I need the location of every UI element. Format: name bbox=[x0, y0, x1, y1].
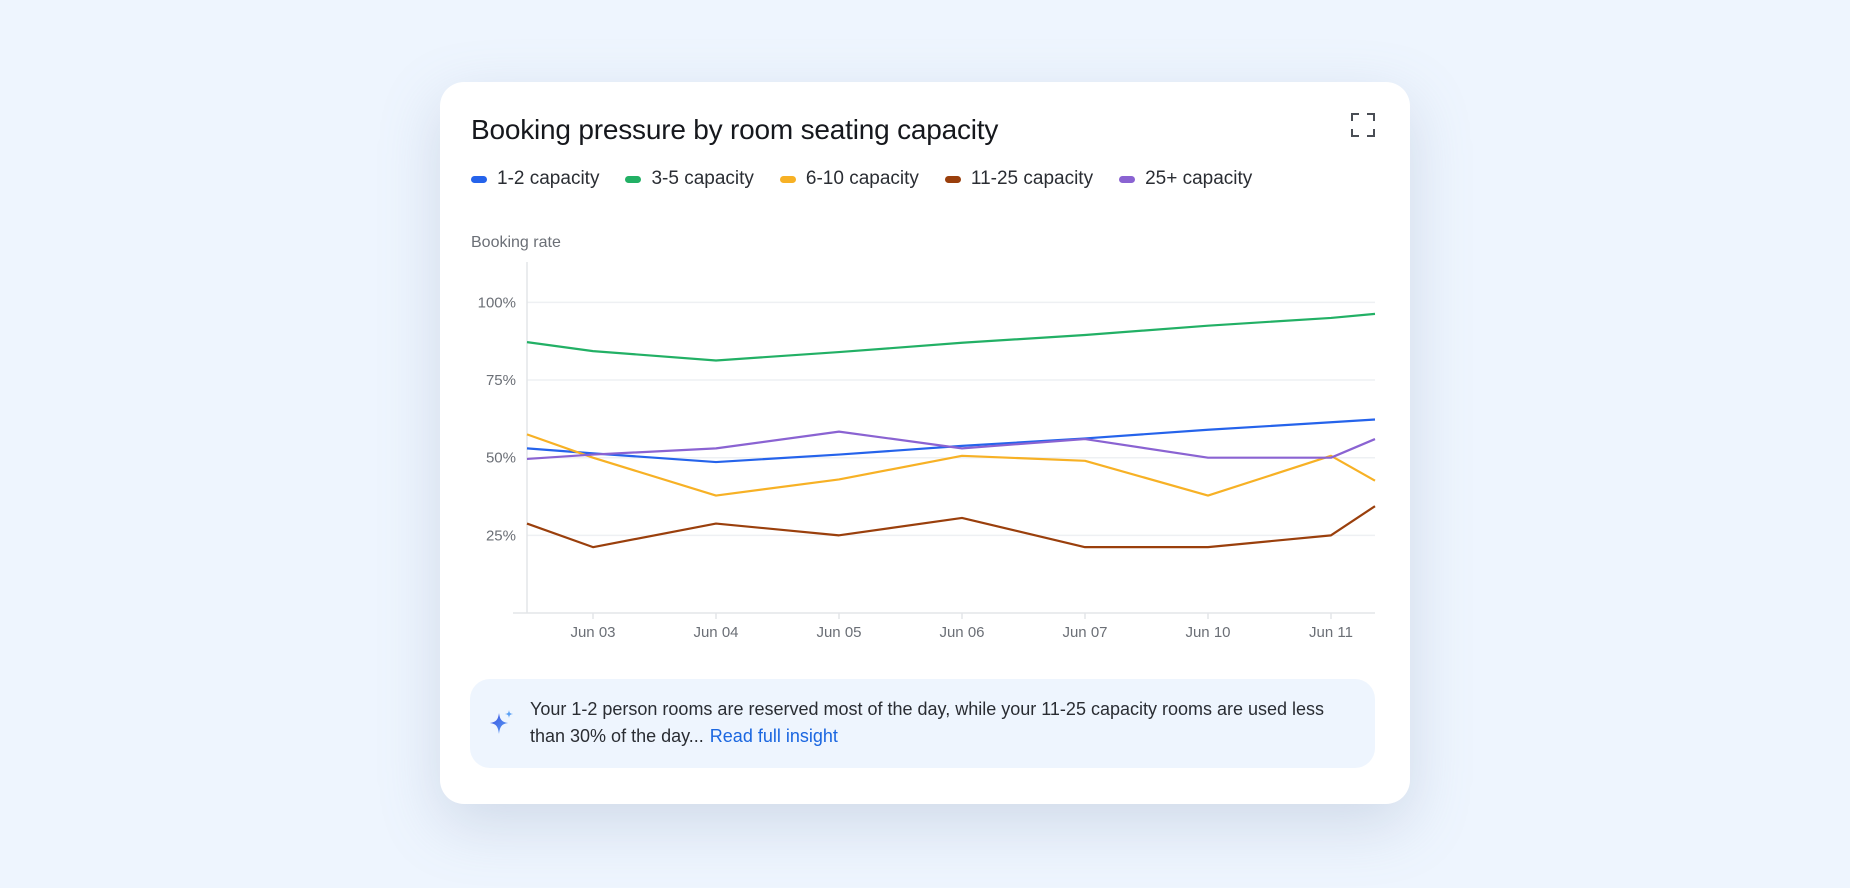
x-tick-label: Jun 07 bbox=[1062, 624, 1107, 641]
y-tick-label: 25% bbox=[486, 527, 516, 544]
legend-swatch bbox=[944, 175, 961, 183]
x-tick-label: Jun 10 bbox=[1185, 624, 1230, 641]
insight-text: Your 1-2 person rooms are reserved most … bbox=[530, 696, 1350, 750]
legend-item[interactable]: 6-10 capacity bbox=[779, 168, 919, 190]
x-tick-label: Jun 03 bbox=[570, 624, 615, 641]
y-tick-label: 50% bbox=[486, 450, 516, 467]
sparkle-icon bbox=[490, 710, 513, 734]
legend-label: 1-2 capacity bbox=[497, 168, 600, 189]
x-tick-label: Jun 06 bbox=[939, 624, 984, 641]
legend-label: 3-5 capacity bbox=[651, 168, 754, 189]
legend-item[interactable]: 3-5 capacity bbox=[625, 168, 754, 190]
legend-swatch bbox=[471, 175, 487, 183]
x-tick-label: Jun 05 bbox=[816, 624, 861, 641]
legend-label: 11-25 capacity bbox=[970, 168, 1094, 189]
series-line-11-25-capacity bbox=[526, 505, 1376, 549]
legend-swatch bbox=[1119, 175, 1136, 183]
legend-item[interactable]: 11-25 capacity bbox=[944, 168, 1094, 190]
series-line-6-10-capacity bbox=[526, 433, 1376, 497]
chart-legend: 1-2 capacity 3-5 capacity 6-10 capacity … bbox=[471, 168, 1252, 190]
insight-message: Your 1-2 person rooms are reserved most … bbox=[530, 699, 1325, 746]
y-tick-label: 75% bbox=[486, 372, 516, 389]
legend-label: 25+ capacity bbox=[1145, 168, 1253, 189]
legend-label: 6-10 capacity bbox=[805, 168, 919, 189]
series-line-25-capacity bbox=[526, 430, 1376, 461]
insight-box: Your 1-2 person rooms are reserved most … bbox=[470, 679, 1375, 768]
chart-title: Booking pressure by room seating capacit… bbox=[471, 114, 999, 145]
read-full-insight-link[interactable]: Read full insight bbox=[709, 726, 838, 746]
y-tick-label: 100% bbox=[478, 294, 516, 311]
x-tick-label: Jun 11 bbox=[1309, 624, 1353, 641]
legend-item[interactable]: 25+ capacity bbox=[1119, 168, 1252, 190]
x-tick-label: Jun 04 bbox=[693, 624, 738, 641]
legend-swatch bbox=[779, 175, 796, 183]
legend-item[interactable]: 1-2 capacity bbox=[471, 168, 599, 190]
y-axis-title: Booking rate bbox=[471, 234, 561, 251]
expand-icon[interactable] bbox=[1350, 112, 1376, 138]
series-line-1-2-capacity bbox=[526, 418, 1376, 464]
series-line-3-5-capacity bbox=[526, 312, 1376, 362]
chart-card: Booking pressure by room seating capacit… bbox=[440, 82, 1410, 804]
legend-swatch bbox=[625, 175, 642, 183]
